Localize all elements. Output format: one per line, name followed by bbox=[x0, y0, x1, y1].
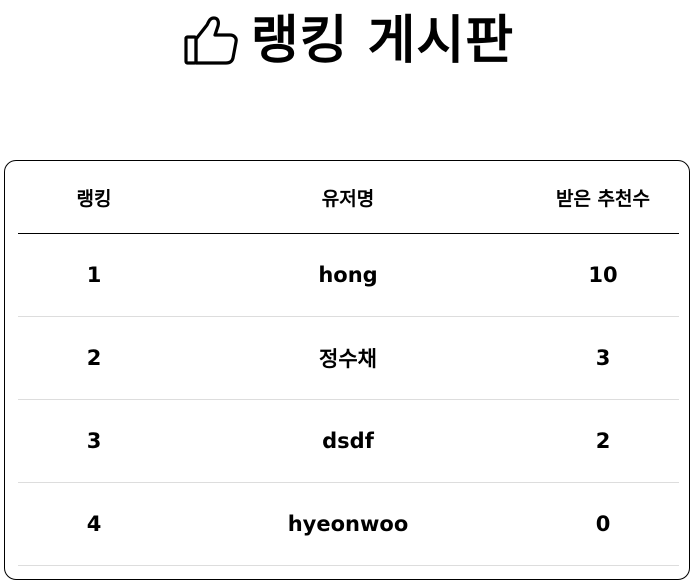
rank-cell: 1 bbox=[86, 263, 102, 287]
username-cell: hyeonwoo bbox=[287, 512, 409, 536]
username-cell: 정수채 bbox=[319, 347, 377, 371]
column-header-username: 유저명 bbox=[321, 187, 375, 210]
table-row: 4 hyeonwoo 0 bbox=[18, 483, 679, 566]
username-cell: dsdf bbox=[322, 429, 374, 453]
page-title: 랭킹 게시판 bbox=[250, 11, 515, 71]
username-cell: hong bbox=[318, 263, 378, 287]
table-header-row: 랭킹 유저명 받은 추천수 bbox=[18, 161, 679, 234]
thumbs-up-icon bbox=[183, 15, 239, 67]
rank-cell: 3 bbox=[86, 429, 102, 453]
ranking-board: 랭킹 유저명 받은 추천수 1 hong 10 2 정수채 3 3 dsdf 2… bbox=[4, 160, 690, 580]
recommendations-cell: 10 bbox=[588, 263, 618, 287]
rank-cell: 2 bbox=[86, 346, 102, 370]
table-row: 1 hong 10 bbox=[18, 234, 679, 317]
rank-cell: 4 bbox=[86, 512, 102, 536]
table-row: 3 dsdf 2 bbox=[18, 400, 679, 483]
table-row: 2 정수채 3 bbox=[18, 317, 679, 400]
recommendations-cell: 0 bbox=[595, 512, 611, 536]
recommendations-cell: 3 bbox=[595, 346, 611, 370]
column-header-recommendations: 받은 추천수 bbox=[555, 187, 650, 210]
recommendations-cell: 2 bbox=[595, 429, 611, 453]
column-header-rank: 랭킹 bbox=[76, 187, 112, 210]
page-header: 랭킹 게시판 bbox=[0, 6, 697, 76]
ranking-table: 랭킹 유저명 받은 추천수 1 hong 10 2 정수채 3 3 dsdf 2… bbox=[18, 161, 679, 566]
